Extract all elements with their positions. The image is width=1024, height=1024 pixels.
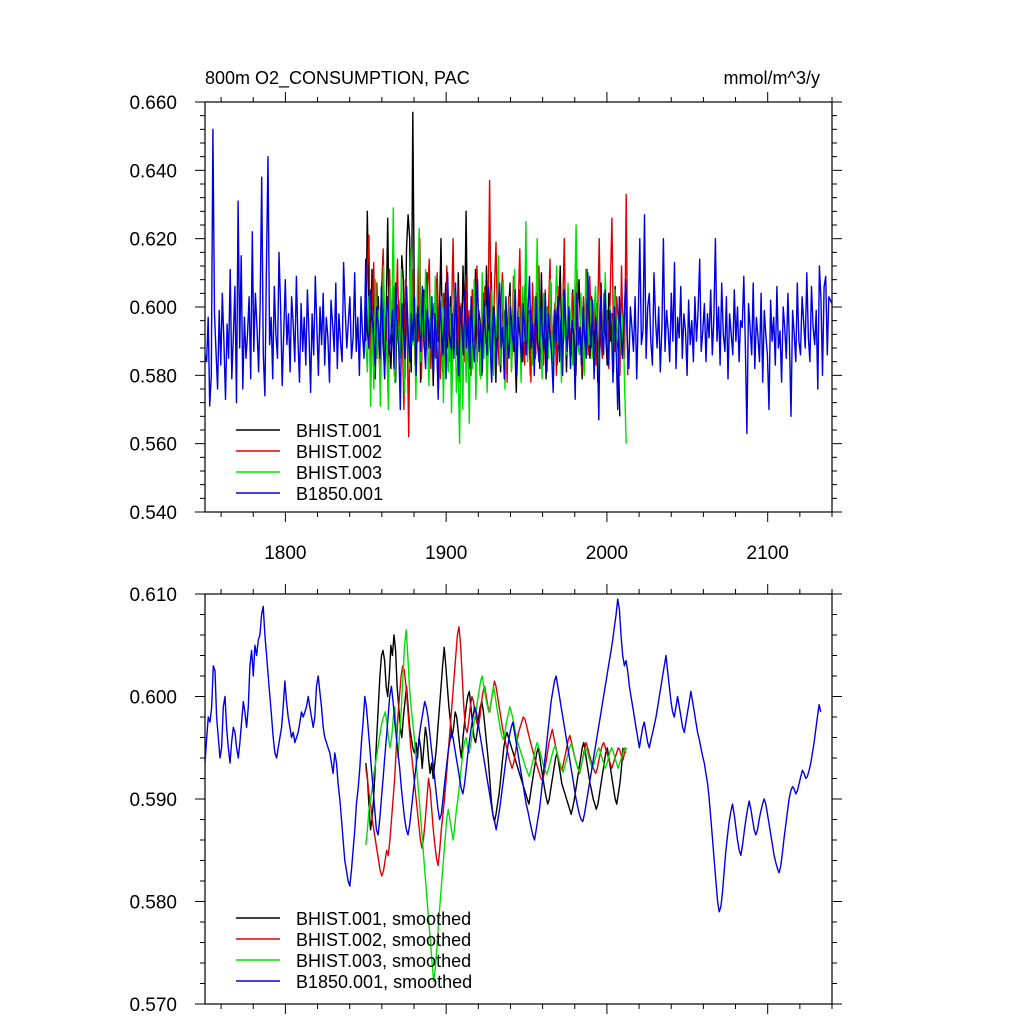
y-tick-label: 0.660 — [129, 93, 177, 114]
legend-label: B1850.001, smoothed — [296, 972, 472, 992]
series-line-3 — [205, 598, 822, 913]
legend-label: B1850.001 — [296, 484, 383, 504]
x-tick-label: 1800 — [264, 543, 306, 564]
chart-title: 800m O2_CONSUMPTION, PAC — [205, 68, 470, 89]
y-tick-label: 0.620 — [129, 230, 177, 251]
top-panel: 800m O2_CONSUMPTION, PAC mmol/m^3/y 1800… — [129, 68, 842, 564]
y-tick-label: 0.590 — [129, 790, 177, 811]
legend-label: BHIST.002, smoothed — [296, 930, 471, 950]
series-line-0 — [365, 634, 624, 831]
units-label: mmol/m^3/y — [724, 68, 820, 88]
bottom-panel: 0.570 0.580 0.590 0.600 0.610 BHIST.001, smoo… — [129, 584, 842, 1016]
legend-label: BHIST.002 — [296, 442, 382, 462]
series-line-3 — [205, 128, 832, 435]
y-tick-label: 0.570 — [129, 995, 177, 1016]
series-line-2 — [365, 629, 627, 983]
y-tick-label: 0.600 — [129, 688, 177, 709]
y-tick-label: 0.640 — [129, 161, 177, 182]
legend-label: BHIST.001, smoothed — [296, 909, 471, 929]
x-tick-label: 1900 — [425, 543, 467, 564]
y-tick-label: 0.600 — [129, 298, 177, 319]
y-tick-label: 0.580 — [129, 366, 177, 387]
y-tick-label: 0.580 — [129, 893, 177, 914]
x-tick-label: 2000 — [586, 543, 628, 564]
series-group — [205, 598, 822, 983]
series-group — [205, 111, 832, 445]
y-tick-label: 0.560 — [129, 435, 177, 456]
y-tick-label: 0.610 — [129, 585, 177, 606]
y-tick-label: 0.540 — [129, 503, 177, 524]
x-tick-label: 2100 — [747, 543, 789, 564]
legend-label: BHIST.003 — [296, 463, 382, 483]
legend-label: BHIST.003, smoothed — [296, 951, 471, 971]
legend-label: BHIST.001 — [296, 421, 382, 441]
